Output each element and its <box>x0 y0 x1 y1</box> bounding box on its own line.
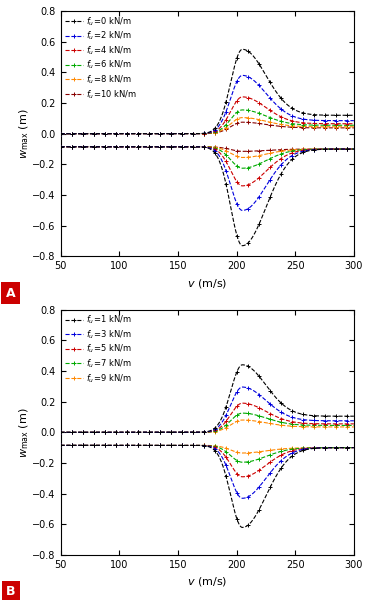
Legend: $f_u\!=\!0$ kN/m, $f_u\!=\!2$ kN/m, $f_u\!=\!4$ kN/m, $f_u\!=\!6$ kN/m, $f_u\!=\: $f_u\!=\!0$ kN/m, $f_u\!=\!2$ kN/m, $f_u… <box>63 13 139 102</box>
X-axis label: $v$ (m/s): $v$ (m/s) <box>187 575 227 589</box>
X-axis label: $v$ (m/s): $v$ (m/s) <box>187 277 227 290</box>
Y-axis label: $w_\mathrm{max}$ (m): $w_\mathrm{max}$ (m) <box>17 407 31 458</box>
Text: A: A <box>6 287 16 300</box>
Text: B: B <box>6 586 16 598</box>
Y-axis label: $w_\mathrm{max}$ (m): $w_\mathrm{max}$ (m) <box>17 109 31 159</box>
Legend: $f_u\!=\!1$ kN/m, $f_u\!=\!3$ kN/m, $f_u\!=\!5$ kN/m, $f_u\!=\!7$ kN/m, $f_u\!=\: $f_u\!=\!1$ kN/m, $f_u\!=\!3$ kN/m, $f_u… <box>63 312 134 386</box>
